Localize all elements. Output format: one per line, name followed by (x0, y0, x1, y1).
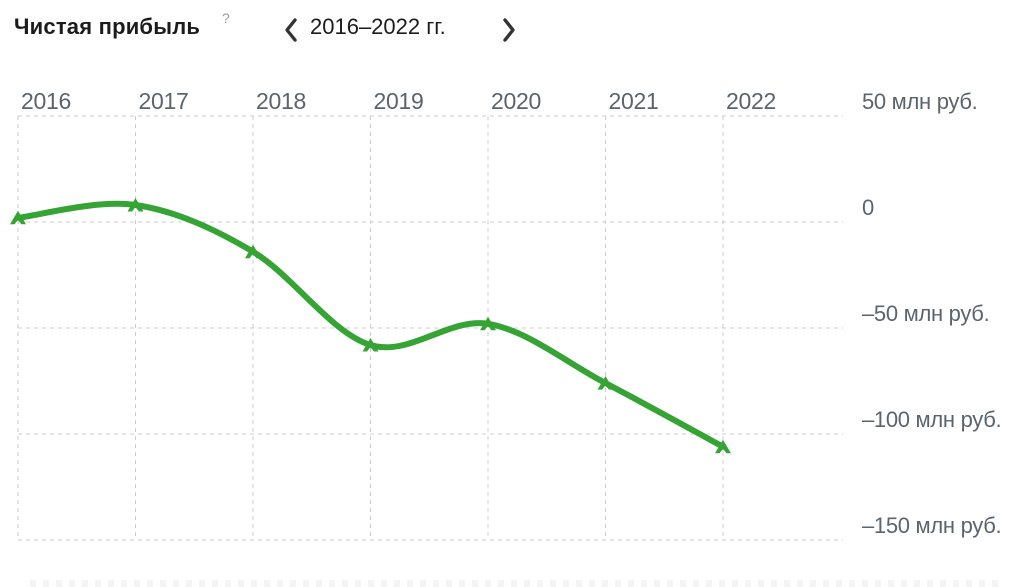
chart-title: Чистая прибыль (14, 14, 201, 39)
data-point-marker (10, 210, 26, 225)
x-axis-label: 2016 (21, 88, 71, 114)
data-point-marker (362, 338, 379, 352)
data-point-marker (597, 376, 614, 390)
x-axis-label: 2017 (139, 88, 189, 114)
chart-header: Чистая прибыль ? 2016–2022 гг. (0, 0, 1024, 75)
help-icon[interactable]: ? (222, 10, 230, 26)
data-point-marker (715, 439, 731, 454)
y-axis-label: 0 (862, 195, 874, 220)
chevron-right-icon (503, 18, 515, 42)
y-axis-label: –150 млн руб. (862, 513, 1001, 538)
data-point-marker (480, 316, 496, 331)
x-axis-label: 2018 (256, 88, 306, 114)
x-axis-label: 2019 (374, 88, 424, 114)
chevron-left-icon (285, 18, 297, 42)
y-axis-label: –100 млн руб. (862, 407, 1001, 432)
x-axis-label: 2022 (726, 88, 776, 114)
x-axis-label: 2021 (609, 88, 659, 114)
data-point-marker (127, 198, 144, 212)
period-range-label: 2016–2022 гг. (310, 14, 446, 39)
prev-period-button[interactable] (280, 16, 302, 44)
x-axis-label: 2020 (491, 88, 541, 114)
y-axis-label: 50 млн руб. (862, 89, 977, 114)
next-period-button[interactable] (498, 16, 520, 44)
data-point-marker (245, 244, 261, 259)
cutoff-content-strip (30, 580, 1005, 587)
y-axis-label: –50 млн руб. (862, 301, 989, 326)
